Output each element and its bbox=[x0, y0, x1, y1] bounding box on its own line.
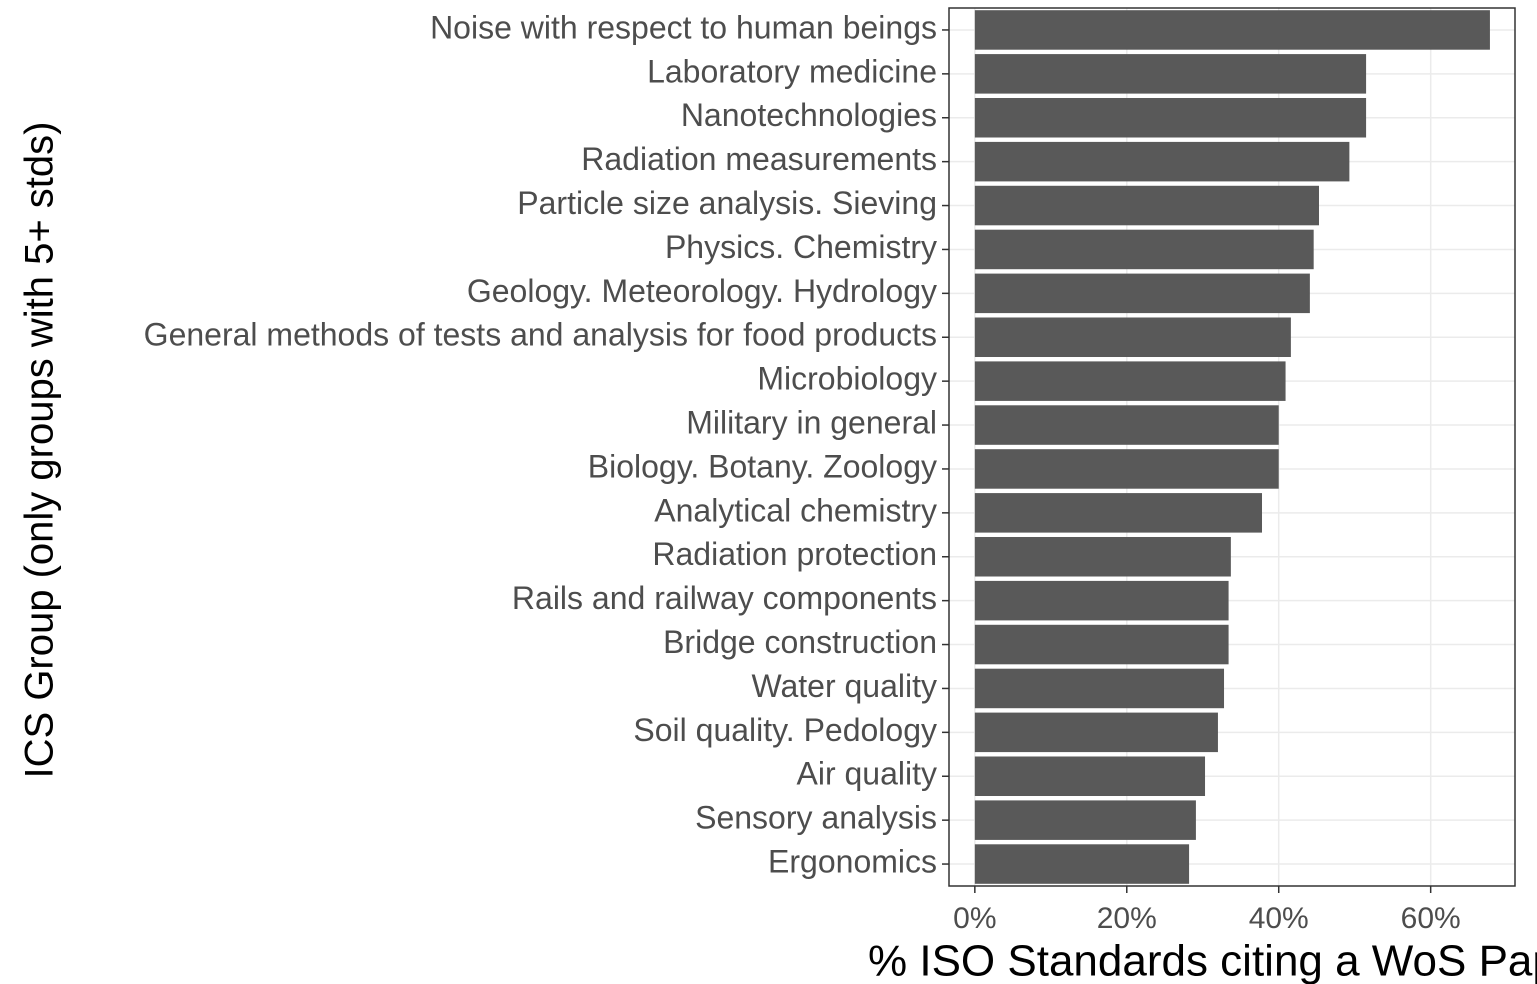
bar bbox=[974, 493, 1263, 533]
y-tick-label: Laboratory medicine bbox=[647, 53, 937, 89]
bar bbox=[974, 361, 1286, 401]
x-tick-label: 0% bbox=[953, 902, 996, 935]
bar bbox=[974, 97, 1367, 138]
y-tick-label: Biology. Botany. Zoology bbox=[588, 448, 937, 484]
bar bbox=[974, 10, 1490, 50]
bar bbox=[974, 712, 1218, 753]
y-tick-label: Nanotechnologies bbox=[681, 97, 937, 133]
bar bbox=[974, 141, 1350, 182]
bar bbox=[974, 54, 1367, 94]
y-tick-label: Geology. Meteorology. Hydrology bbox=[467, 273, 937, 309]
y-tick-label: Bridge construction bbox=[663, 624, 937, 660]
y-tick-label: Analytical chemistry bbox=[654, 492, 937, 528]
y-tick-label: Particle size analysis. Sieving bbox=[517, 185, 937, 221]
bar bbox=[974, 449, 1279, 489]
y-tick-label: Microbiology bbox=[757, 361, 937, 397]
bar bbox=[974, 229, 1314, 270]
x-tick-label: 40% bbox=[1249, 902, 1309, 935]
x-tick-label: 60% bbox=[1401, 902, 1461, 935]
y-tick-label: Radiation protection bbox=[652, 536, 937, 572]
bar bbox=[974, 317, 1291, 358]
panel-border bbox=[948, 7, 1516, 887]
y-tick-label: Noise with respect to human beings bbox=[430, 9, 937, 45]
y-tick-label: Soil quality. Pedology bbox=[633, 712, 937, 748]
x-axis-title: % ISO Standards citing a WoS Paper bbox=[868, 937, 1537, 984]
bar bbox=[974, 756, 1206, 797]
y-tick-label: Ergonomics bbox=[768, 844, 937, 880]
y-tick-label: Military in general bbox=[686, 405, 937, 441]
y-tick-label: Rails and railway components bbox=[512, 580, 937, 616]
bar bbox=[974, 185, 1319, 226]
bar bbox=[974, 668, 1225, 709]
y-tick-label: Physics. Chemistry bbox=[665, 229, 937, 265]
bar bbox=[974, 844, 1190, 884]
bar bbox=[974, 536, 1231, 577]
y-tick-label: General methods of tests and analysis fo… bbox=[144, 317, 937, 353]
y-axis-title: ICS Group (only groups with 5+ stds) bbox=[18, 122, 62, 779]
bar bbox=[974, 800, 1196, 840]
y-tick-label: Water quality bbox=[751, 668, 937, 704]
y-tick-label: Air quality bbox=[797, 756, 938, 792]
x-tick-label: 20% bbox=[1097, 902, 1157, 935]
bar bbox=[974, 580, 1229, 621]
y-tick-label: Sensory analysis bbox=[695, 800, 937, 836]
bar bbox=[974, 273, 1310, 314]
y-tick-label: Radiation measurements bbox=[581, 141, 937, 177]
bar bbox=[974, 405, 1279, 445]
bar bbox=[974, 624, 1229, 665]
